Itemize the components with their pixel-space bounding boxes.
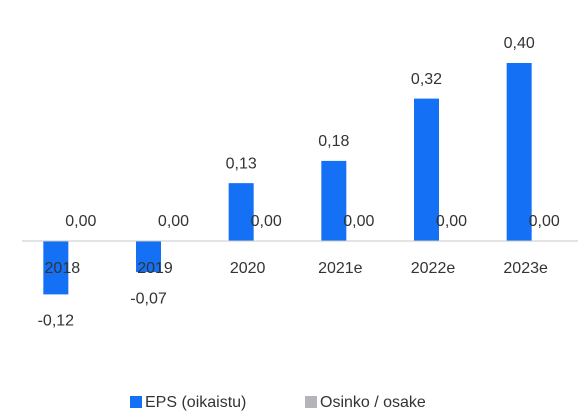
bar <box>228 183 254 241</box>
value-label: 0,00 <box>158 213 189 230</box>
x-tick-label: 2022e <box>411 260 456 277</box>
x-tick-label: 2023e <box>503 260 548 277</box>
value-label: 0,00 <box>529 213 560 230</box>
x-tick-label: 2019 <box>137 260 173 277</box>
bar <box>136 241 161 273</box>
legend-label: EPS (oikaistu) <box>145 394 246 411</box>
bar <box>506 63 532 241</box>
bar <box>414 98 439 241</box>
value-label: 0,32 <box>411 71 442 88</box>
value-label: 0,00 <box>343 213 374 230</box>
bar <box>321 160 347 241</box>
value-label: 0,00 <box>65 213 96 230</box>
value-label: -0,12 <box>38 313 75 330</box>
bar <box>43 241 69 295</box>
value-label: 0,00 <box>251 213 282 230</box>
value-label: 0,00 <box>436 213 467 230</box>
value-label: 0,18 <box>318 133 349 150</box>
legend-label: Osinko / osake <box>320 394 426 411</box>
value-label: 0,40 <box>504 35 535 52</box>
legend-swatch <box>305 396 317 408</box>
x-tick-label: 2020 <box>230 260 266 277</box>
x-tick-label: 2021e <box>318 260 363 277</box>
x-tick-label: 2018 <box>45 260 81 277</box>
value-label: -0,07 <box>130 290 167 307</box>
value-label: 0,13 <box>226 155 257 172</box>
legend-swatch <box>130 396 142 408</box>
